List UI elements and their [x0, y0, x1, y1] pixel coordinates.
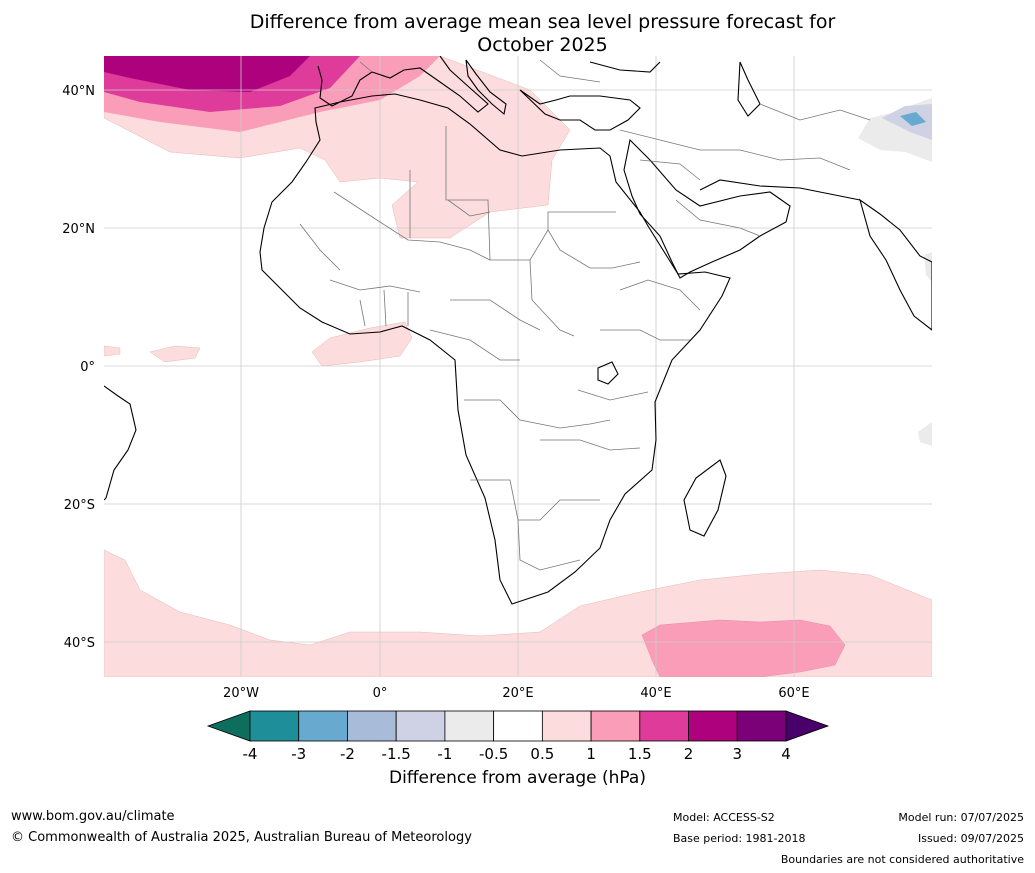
colorbar-swatch: [249, 710, 300, 742]
anomaly-0.5-1-west-edge: [104, 345, 121, 357]
south-america-coastline: [104, 385, 137, 501]
india-coastline: [859, 198, 932, 331]
country-borders: [299, 59, 871, 571]
caspian-coastline: [737, 61, 761, 117]
anomaly-1-1.5-southern-ocean: [641, 619, 846, 677]
lake-victoria-coastline: [597, 361, 619, 385]
footer-base-period: Base period: 1981-2018: [673, 832, 806, 845]
colorbar-swatch: [639, 710, 689, 742]
colorbar-tick-label: 1.5: [628, 745, 652, 763]
lon-label-20w: 20°W: [223, 686, 259, 701]
colorbar-swatch: [590, 710, 641, 742]
lon-label-60e: 60°E: [778, 686, 809, 701]
footer-copyright: © Commonwealth of Australia 2025, Austra…: [11, 830, 472, 845]
colorbar-swatch: [736, 710, 787, 742]
footer-url[interactable]: www.bom.gov.au/climate: [11, 809, 175, 824]
anomaly-shading: [104, 56, 932, 677]
anomaly-neg-1-himalaya: [882, 104, 932, 140]
colorbar-tick-label: 3: [732, 745, 742, 763]
colorbar-tick-label: -2: [340, 745, 355, 763]
lon-label-20e: 20°E: [502, 686, 533, 701]
colorbar-arrow-high: [785, 710, 830, 742]
anomaly-0.5-1-gulf-of-guinea: [311, 321, 413, 367]
anomaly-neg-0.5-indian-ocean: [918, 422, 932, 446]
colorbar-tick-label: -1: [437, 745, 452, 763]
colorbar-tick-label: -3: [291, 745, 306, 763]
graticule: [104, 56, 932, 677]
colorbar-tick-label: 2: [684, 745, 694, 763]
colorbar-swatch: [298, 710, 348, 742]
arabian-peninsula-coastline: [623, 138, 791, 279]
colorbar-swatch: [347, 710, 397, 742]
italy-coastline: [465, 59, 507, 116]
lon-label-0: 0°: [373, 686, 388, 701]
lat-label-20n: 20°N: [62, 222, 95, 237]
colorbar-swatch: [688, 710, 738, 742]
colorbar-arrow-low: [206, 710, 251, 742]
colorbar-swatch: [493, 710, 543, 742]
anomaly-2-3-north-atlantic: [104, 56, 310, 92]
colorbar-swatch: [444, 710, 495, 742]
lat-label-40s: 40°S: [64, 636, 95, 651]
map-title-line1: Difference from average mean sea level p…: [249, 11, 836, 33]
anomaly-0.5-1-equatorial-atlantic: [149, 345, 201, 363]
footer-disclaimer: Boundaries are not considered authoritat…: [780, 853, 1024, 866]
colorbar-tick-label: -4: [243, 745, 258, 763]
colorbar-tick-label: -1.5: [382, 745, 411, 763]
lat-label-0: 0°: [80, 360, 95, 375]
africa-coastline: [259, 93, 731, 605]
colorbar-title: Difference from average (hPa): [389, 768, 646, 788]
colorbar-tick-label: 1: [586, 745, 596, 763]
anomaly-neg-2-himalaya: [900, 112, 926, 126]
footer-model: Model: ACCESS-S2: [673, 811, 775, 824]
colorbar-swatch: [395, 710, 446, 742]
colorbar-swatch: [541, 710, 592, 742]
greece-turkey-coastline: [519, 89, 641, 131]
iran-coastline: [699, 179, 861, 201]
colorbar-tick-label: 0.5: [530, 745, 554, 763]
colorbar-tick-label: -0.5: [479, 745, 508, 763]
lat-label-40n: 40°N: [62, 84, 95, 99]
europe-coastline: [317, 56, 489, 113]
black-sea-coastline: [589, 61, 661, 73]
lat-label-20s: 20°S: [64, 498, 95, 513]
lon-label-40e: 40°E: [640, 686, 671, 701]
coastlines: [104, 56, 932, 605]
madagascar-coastline: [683, 459, 727, 537]
colorbar: -4 -3 -2 -1.5 -1 -0.5 0.5 1 1.5 2 3 4: [206, 710, 830, 763]
colorbar-tick-label: 4: [781, 745, 791, 763]
map-title-line2: October 2025: [477, 34, 608, 56]
footer-issued: Issued: 09/07/2025: [917, 832, 1024, 845]
footer-model-run: Model run: 07/07/2025: [898, 811, 1024, 824]
